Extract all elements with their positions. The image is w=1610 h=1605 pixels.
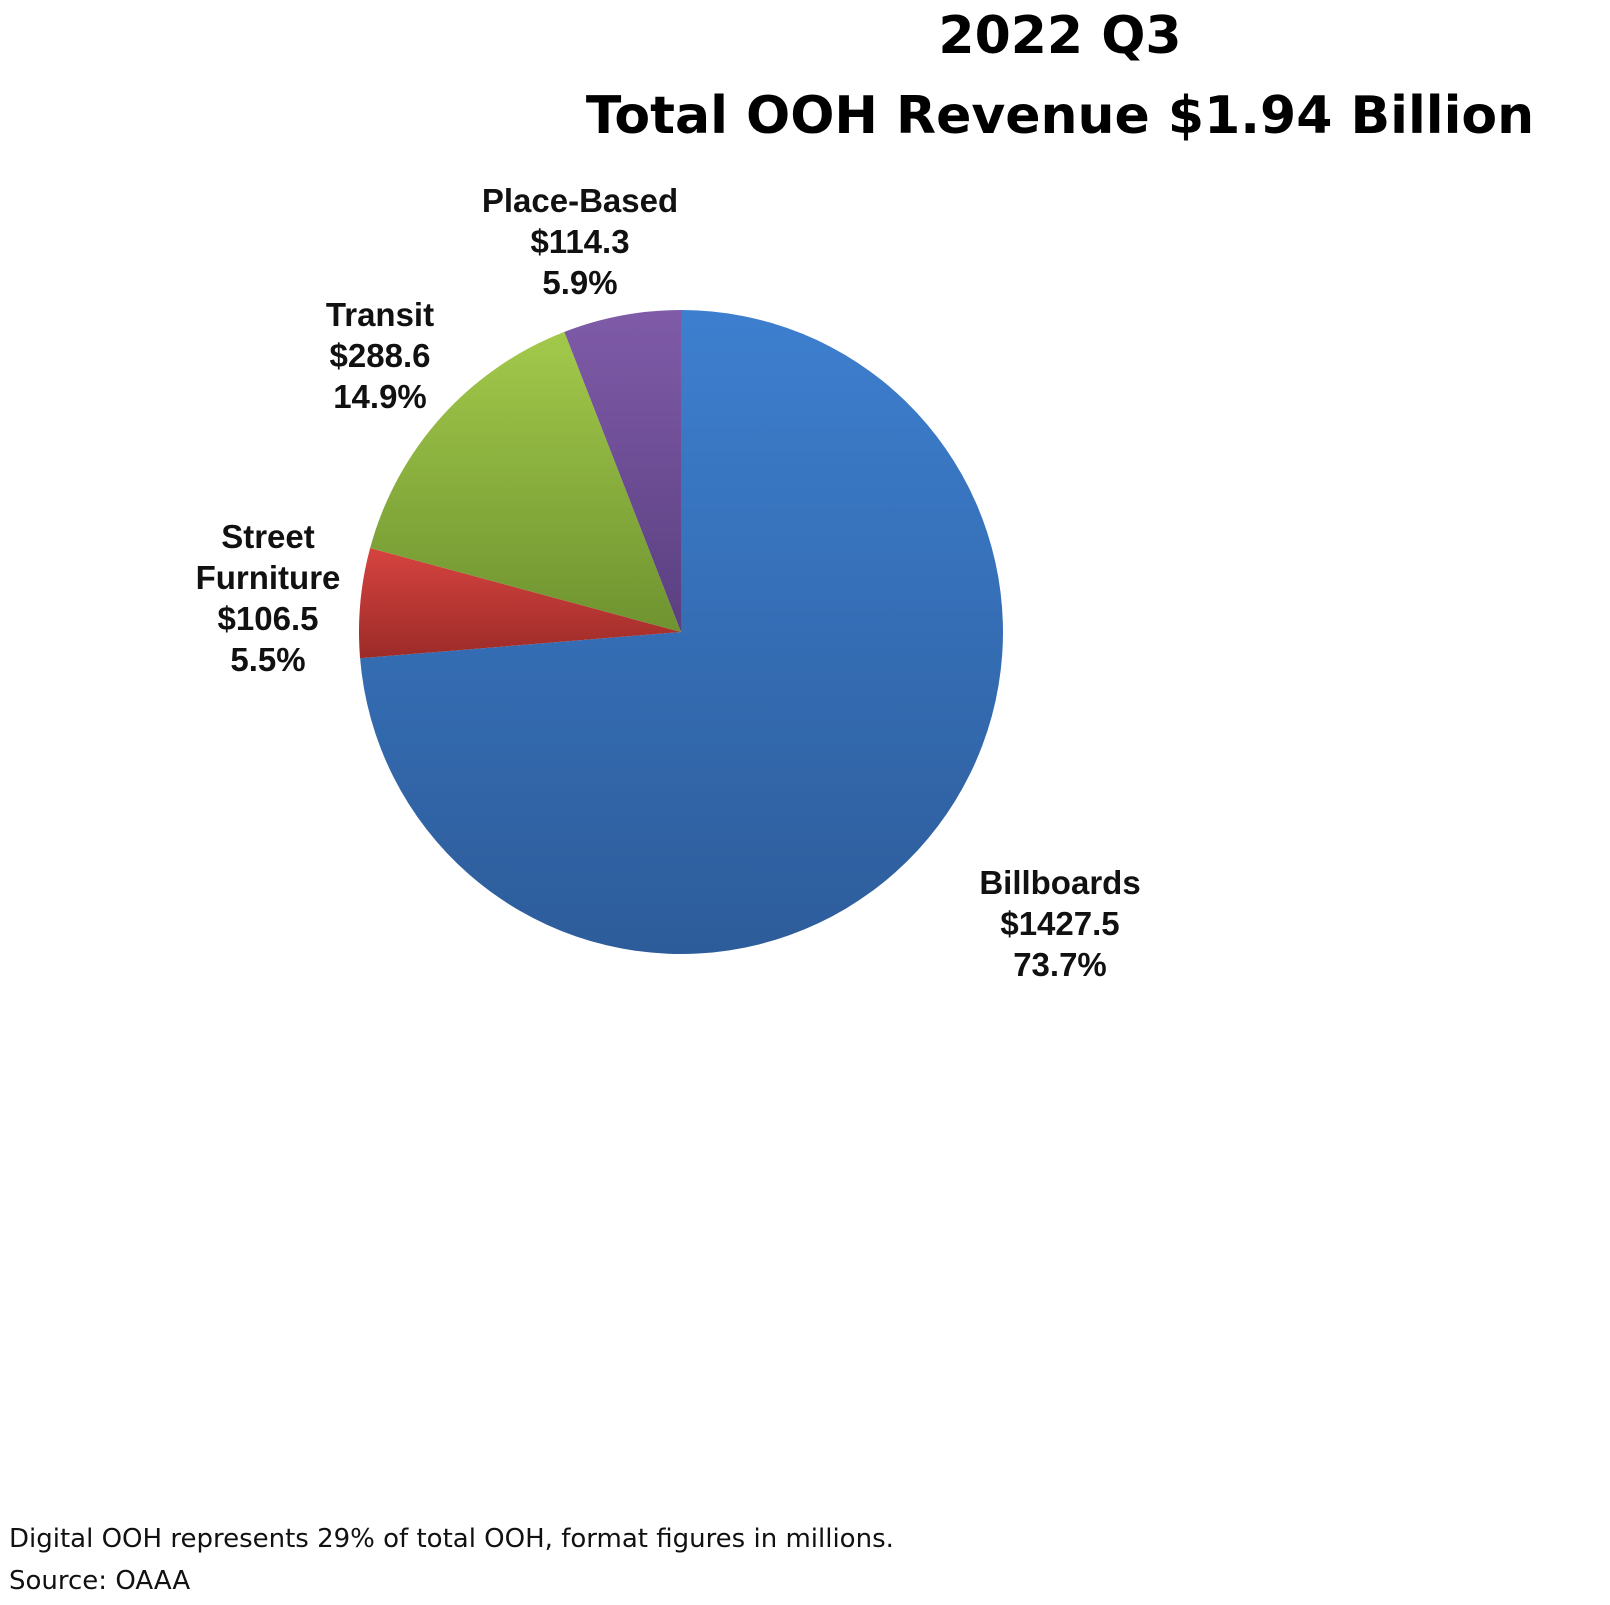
label-transit-name: Transit xyxy=(325,296,435,333)
pie-slice-place-based xyxy=(564,310,681,632)
pie-slice-transit xyxy=(370,331,681,632)
pie-slice-street-furniture xyxy=(358,548,681,659)
label-billboards: Billboards $1427.5 73.7% xyxy=(960,862,1160,985)
footnote-source: Source: OAAA xyxy=(9,1566,191,1596)
label-place-based: Place-Based $114.3 5.9% xyxy=(470,180,690,303)
label-billboards-value: $1427.5 xyxy=(1000,905,1120,942)
chart-title: 2022 Q3 xyxy=(938,6,1182,66)
label-transit-value: $288.6 xyxy=(329,337,431,374)
label-place-based-value: $114.3 xyxy=(530,223,630,260)
label-street-furniture-percent: 5.5% xyxy=(230,641,306,678)
label-billboards-name: Billboards xyxy=(979,864,1141,901)
label-street-furniture-name-1: Street xyxy=(221,518,315,555)
footnote-note: Digital OOH represents 29% of total OOH,… xyxy=(9,1524,894,1554)
label-billboards-percent: 73.7% xyxy=(1013,946,1107,983)
label-place-based-percent: 5.9% xyxy=(542,264,618,301)
chart-subtitle: Total OOH Revenue $1.94 Billion xyxy=(585,86,1535,146)
label-transit-percent: 14.9% xyxy=(333,378,427,415)
label-street-furniture-value: $106.5 xyxy=(217,600,319,637)
pie-slice-billboards xyxy=(360,310,1003,954)
label-place-based-name: Place-Based xyxy=(481,182,679,219)
label-transit: Transit $288.6 14.9% xyxy=(280,294,480,417)
label-street-furniture: Street Furniture $106.5 5.5% xyxy=(168,516,368,680)
label-street-furniture-name-2: Furniture xyxy=(195,559,341,596)
